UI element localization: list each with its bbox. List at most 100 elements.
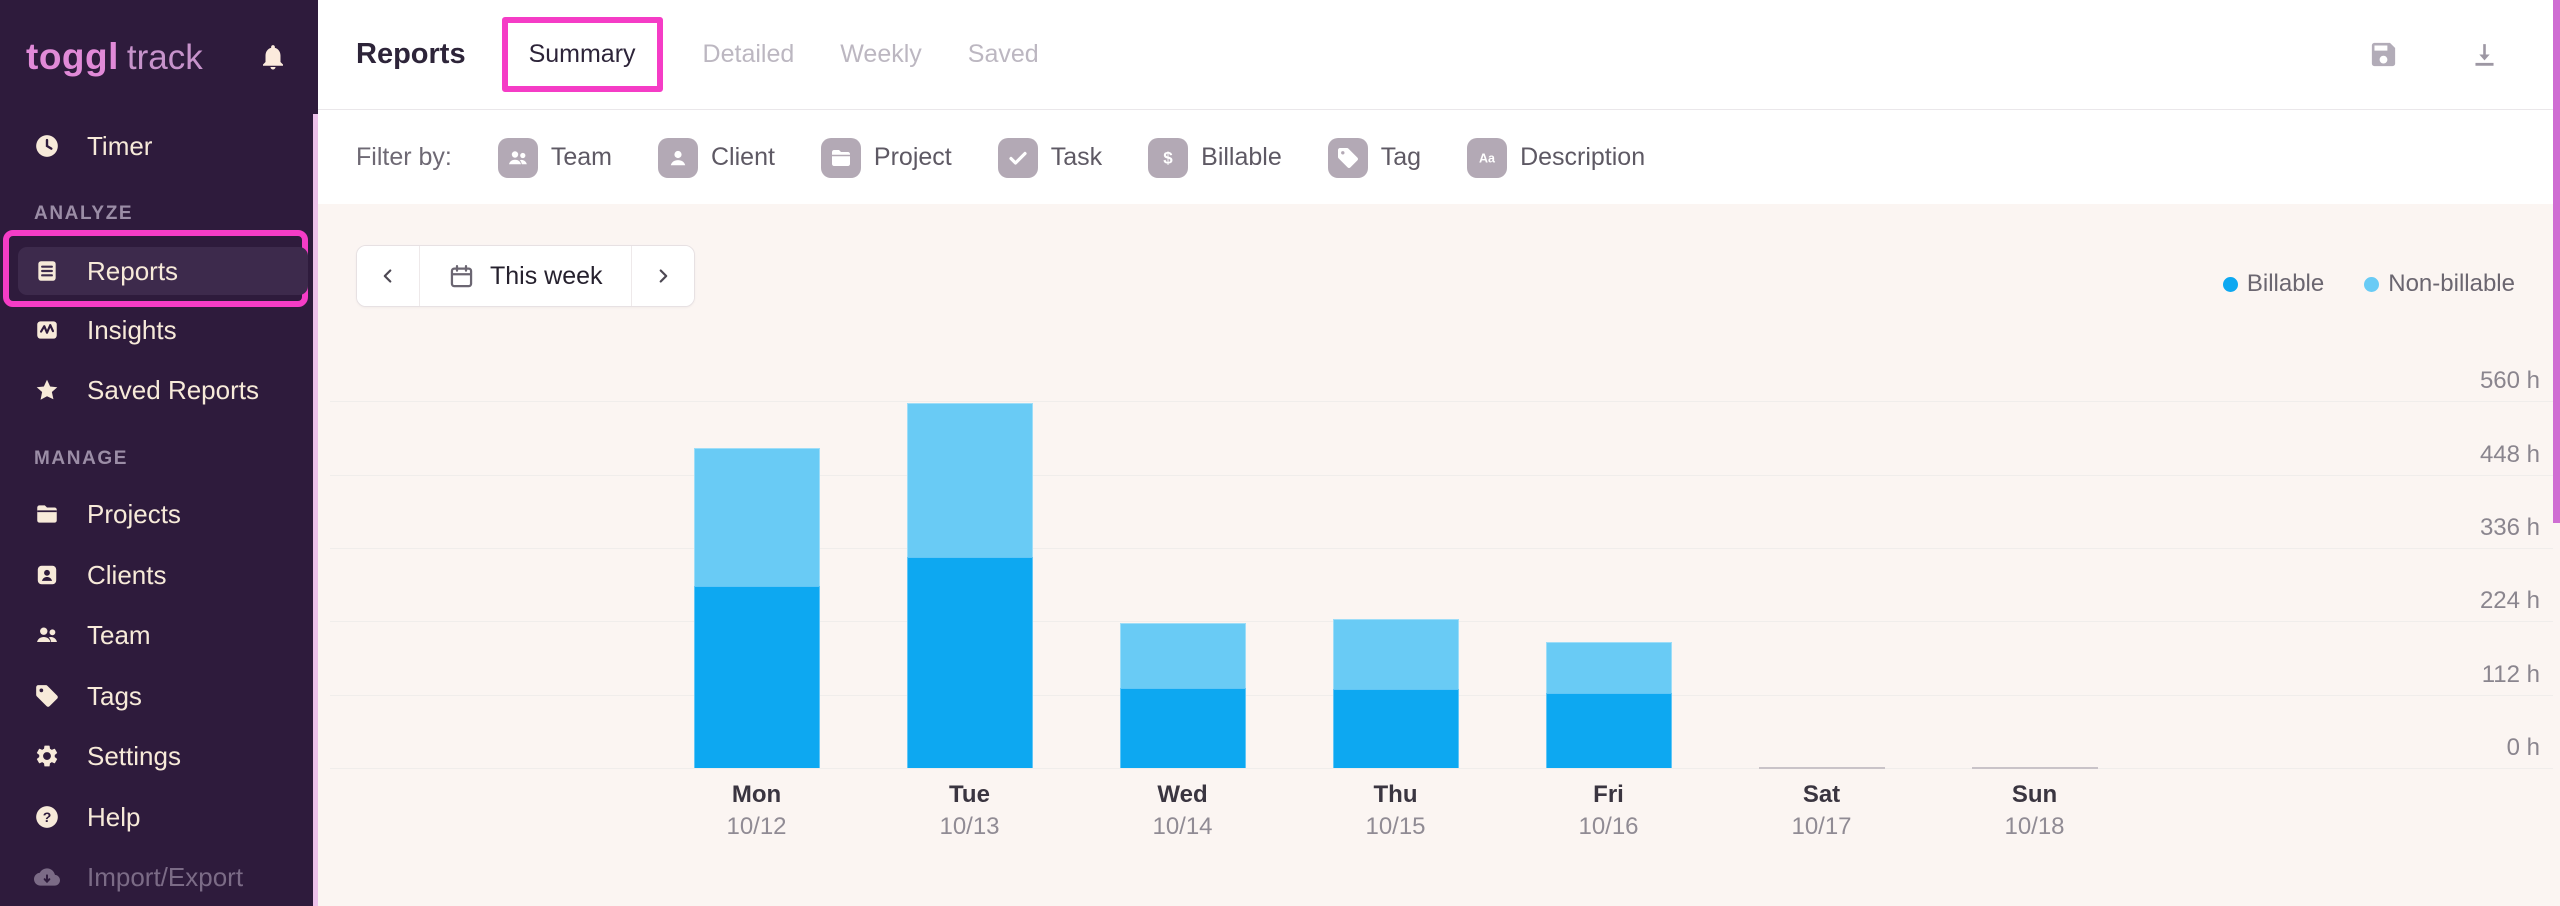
gridline <box>330 768 2553 769</box>
x-axis-date-label: 10/15 <box>1365 813 1426 840</box>
y-axis-tick-label: 560 h <box>2479 367 2540 395</box>
billable-bar-segment[interactable] <box>1332 688 1459 768</box>
filter-chip-client[interactable]: Client <box>658 137 775 178</box>
billable-bar-segment[interactable] <box>1119 688 1246 768</box>
sidebar-item-label: Help <box>87 801 141 832</box>
sidebar-header: toggl track <box>0 0 318 114</box>
sidebar-item-label: Tags <box>87 680 142 711</box>
sidebar-item-label: Timer <box>87 130 153 161</box>
team-icon <box>497 137 538 178</box>
x-axis-date-label: 10/18 <box>2004 813 2065 840</box>
sidebar: toggl track Timer ANALYZE Reports Insight <box>0 0 318 906</box>
filter-chip-description[interactable]: Aa Description <box>1467 137 1646 178</box>
non-billable-bar-segment[interactable] <box>906 403 1033 558</box>
page-title: Reports <box>356 38 466 70</box>
non-billable-dot-icon <box>2364 276 2380 292</box>
filter-chip-task[interactable]: Task <box>997 137 1102 178</box>
report-tabs: Summary Detailed Weekly Saved <box>501 17 1039 92</box>
date-range-button[interactable]: This week <box>419 246 632 306</box>
tab-summary[interactable]: Summary <box>528 40 636 68</box>
y-axis-tick-label: 224 h <box>2479 587 2540 615</box>
non-billable-bar-segment[interactable] <box>1545 641 1672 693</box>
non-billable-bar-segment[interactable] <box>1119 623 1246 689</box>
gear-icon <box>34 743 60 769</box>
filter-chip-label: Client <box>711 143 775 171</box>
sidebar-item-label: Insights <box>87 314 177 345</box>
logo-toggl: toggl <box>26 36 119 77</box>
x-axis-date-label: 10/17 <box>1791 813 1852 840</box>
tab-detailed[interactable]: Detailed <box>702 40 795 68</box>
x-axis-day-label: Mon <box>731 781 782 808</box>
sidebar-item-reports[interactable]: Reports <box>18 247 308 295</box>
tag-icon <box>34 683 60 709</box>
y-axis-tick-label: 112 h <box>2481 660 2540 688</box>
non-billable-bar-segment[interactable] <box>1332 618 1459 689</box>
download-icon[interactable] <box>2469 39 2500 70</box>
bar-column-thu[interactable]: Thu 10/15 <box>1289 204 1502 840</box>
topbar-actions <box>2368 39 2560 70</box>
bar-column-sat[interactable]: Sat 10/17 <box>1715 204 1928 840</box>
sidebar-item-help[interactable]: ? Help <box>0 793 318 841</box>
sidebar-section-manage: MANAGE <box>34 448 129 469</box>
filter-chip-project[interactable]: Project <box>820 137 952 178</box>
y-axis-tick-label: 448 h <box>2479 440 2540 468</box>
sidebar-item-team[interactable]: Team <box>0 611 318 659</box>
y-axis-tick-label: 336 h <box>2479 514 2540 541</box>
filter-chip-label: Team <box>550 143 612 171</box>
tag-icon <box>1327 137 1368 178</box>
sidebar-item-insights[interactable]: Insights <box>0 306 318 354</box>
bar-columns: Mon 10/12 Tue 10/13 Wed 10/14 Thu 10/15 Fri 10/16… <box>650 204 2141 840</box>
x-axis-date-label: 10/13 <box>939 813 1000 840</box>
save-icon[interactable] <box>2368 39 2399 70</box>
tab-saved[interactable]: Saved <box>967 40 1039 68</box>
billable-bar-segment[interactable] <box>693 586 820 768</box>
x-axis-day-label: Fri <box>1593 781 1624 808</box>
filter-chip-label: Description <box>1520 143 1646 171</box>
filter-chip-billable[interactable]: $ Billable <box>1148 137 1282 178</box>
bar-column-tue[interactable]: Tue 10/13 <box>863 204 1076 840</box>
x-axis-day-label: Wed <box>1157 781 1208 808</box>
sidebar-item-timer[interactable]: Timer <box>0 122 318 170</box>
tab-weekly[interactable]: Weekly <box>840 40 922 68</box>
sidebar-item-tags[interactable]: Tags <box>0 672 318 720</box>
annotation-highlight-summary: Summary <box>501 17 663 92</box>
sidebar-item-clients[interactable]: Clients <box>0 551 318 599</box>
bar-column-mon[interactable]: Mon 10/12 <box>650 204 863 840</box>
bar-column-wed[interactable]: Wed 10/14 <box>1076 204 1289 840</box>
folder-icon <box>34 501 60 527</box>
sidebar-scrollbar[interactable] <box>313 114 318 906</box>
svg-text:Aa: Aa <box>1479 151 1496 165</box>
bar-column-fri[interactable]: Fri 10/16 <box>1502 204 1715 840</box>
sidebar-item-saved-reports[interactable]: Saved Reports <box>0 366 318 414</box>
non-billable-bar-segment[interactable] <box>693 447 820 586</box>
filter-by-label: Filter by: <box>356 143 452 171</box>
billable-bar-segment[interactable] <box>1545 692 1672 768</box>
sidebar-item-settings[interactable]: Settings <box>0 732 318 780</box>
previous-week-button[interactable] <box>357 246 419 306</box>
legend-item-non-billable[interactable]: Non-billable <box>2364 270 2515 298</box>
billable-bar-segment[interactable] <box>906 557 1033 768</box>
topbar: Reports Summary Detailed Weekly Saved <box>318 0 2560 110</box>
bar-column-sun[interactable]: Sun 10/18 <box>1928 204 2141 840</box>
svg-text:?: ? <box>43 809 52 825</box>
scrollbar-thumb[interactable] <box>2553 0 2560 523</box>
legend-item-billable[interactable]: Billable <box>2222 270 2324 298</box>
reports-document-icon <box>34 258 60 284</box>
sidebar-item-projects[interactable]: Projects <box>0 490 318 538</box>
sidebar-item-label: Saved Reports <box>87 374 259 405</box>
filter-chip-tag[interactable]: Tag <box>1327 137 1421 178</box>
next-week-button[interactable] <box>631 246 694 306</box>
task-icon <box>997 137 1038 178</box>
page-scrollbar[interactable] <box>2553 0 2560 906</box>
chart-legend: Billable Non-billable <box>2222 270 2515 298</box>
notifications-bell-icon[interactable] <box>258 42 288 72</box>
x-axis-date-label: 10/12 <box>726 813 787 840</box>
sidebar-item-label: Settings <box>87 740 181 771</box>
sidebar-item-label: Reports <box>87 255 179 286</box>
filter-chip-team[interactable]: Team <box>497 137 612 178</box>
zero-hours-marker <box>1758 767 1885 769</box>
sidebar-item-import-export[interactable]: Import/Export <box>0 853 318 901</box>
x-axis-day-label: Sat <box>1802 781 1841 808</box>
sidebar-item-label: Clients <box>87 559 167 590</box>
calendar-icon <box>450 264 473 287</box>
